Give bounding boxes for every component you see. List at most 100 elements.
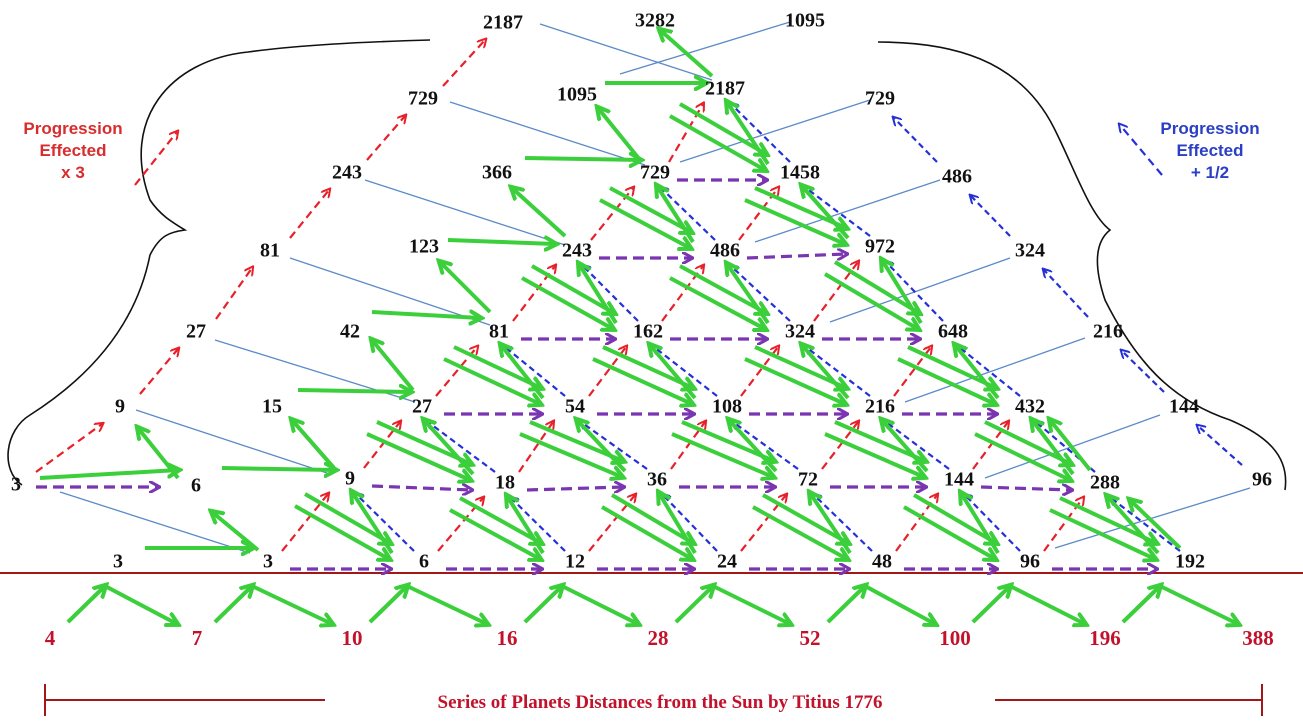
node-row1-5: 72 — [798, 469, 818, 491]
green-flat-arrow-r1-4 — [974, 432, 1070, 480]
blue-arrow-r2-2 — [806, 347, 871, 397]
node-row3-3: 162 — [633, 321, 663, 343]
bottom-number-4: 28 — [648, 626, 669, 650]
thin-connector-13 — [1054, 487, 1251, 549]
entry-green-arrow-3 — [371, 312, 480, 318]
up-green-arrow-7 — [1130, 500, 1182, 550]
node-row2-4: 108 — [712, 396, 742, 418]
node-row0-7: 192 — [1175, 551, 1205, 573]
entry-green-arrow-5 — [524, 158, 640, 160]
red-arrow-r1-1 — [518, 422, 553, 473]
up-green-arrow-5 — [598, 108, 642, 162]
up-green-arrow-4 — [512, 188, 567, 238]
bottom-number-6: 100 — [939, 626, 971, 650]
left-edge-red-arrow-2 — [215, 268, 252, 320]
blue-arrow-r1-2 — [733, 422, 799, 470]
bottom-zigzag-head-5 — [826, 586, 865, 624]
thin-connector-7 — [619, 21, 791, 75]
blue-arrow-r2-3 — [959, 347, 1021, 397]
node-row6-0: 729 — [408, 88, 438, 110]
thin-connector-11 — [904, 337, 1086, 403]
green-down-arrow-r4-0 — [609, 186, 691, 232]
legend-left-line3: x 3 — [61, 163, 85, 182]
green-flat-arrow-r0-4 — [903, 505, 995, 559]
green-flat-arrow-r2-2 — [744, 357, 845, 404]
node-row2-7: 144 — [1169, 396, 1199, 418]
green-flat-arrow-r0-2 — [600, 505, 692, 559]
node-row1-1: 6 — [191, 475, 201, 497]
green-flat-arrow-r5-0 — [669, 114, 765, 170]
blue-arrow-r1-1 — [581, 422, 648, 470]
blue-arrow-r3-0 — [583, 266, 639, 322]
left-edge-red-arrow-5 — [442, 40, 485, 87]
blue-arrow-r0-4 — [965, 495, 1021, 552]
right-edge-blue-arrow-2 — [1044, 270, 1089, 318]
up-green-arrow-2 — [372, 340, 415, 392]
blue-arrow-r2-0 — [505, 347, 566, 397]
dashed-arrows — [35, 40, 1243, 569]
green-down-arrow-r2-0 — [453, 345, 541, 388]
bottom-number-3: 16 — [497, 626, 518, 650]
purple-arrow-r4-1 — [746, 254, 846, 258]
node-row1-0: 3 — [11, 474, 21, 496]
right-edge-blue-arrow-4 — [894, 118, 938, 163]
green-down-arrow-r3-2 — [833, 260, 919, 313]
purple-arrow-r1-0 — [371, 486, 471, 490]
red-arrow-r2-2 — [740, 347, 778, 397]
node-row2-3: 54 — [565, 396, 585, 418]
green-flat-arrow-r1-3 — [824, 432, 924, 477]
node-row5-3: 1458 — [780, 162, 820, 184]
left-edge-red-arrow-4 — [366, 116, 405, 161]
left-edge-red-arrow-3 — [289, 190, 329, 239]
node-row1-6: 144 — [944, 469, 974, 491]
blue-arrow-r5-0 — [731, 104, 791, 163]
green-flat-arrow-r2-0 — [443, 357, 540, 404]
red-arrow-r2-1 — [588, 347, 626, 397]
red-arrow-r1-3 — [821, 422, 858, 470]
node-row1-4: 36 — [647, 469, 667, 491]
right-edge-blue-arrow-3 — [971, 196, 1011, 237]
node-row6-2: 2187 — [705, 78, 745, 100]
red-arrow-r1-2 — [670, 422, 705, 470]
green-down-arrow-r0-3 — [762, 493, 848, 543]
node-row1-2: 9 — [345, 468, 355, 490]
node-row5-1: 366 — [482, 162, 512, 184]
green-down-arrow-r1-0 — [376, 420, 471, 464]
left-edge-green-up — [138, 428, 180, 480]
blue-arrow-r1-3 — [886, 422, 950, 470]
node-row7-0: 2187 — [483, 12, 523, 34]
up-green-arrow-1 — [292, 420, 336, 470]
blue-arrow-r2-1 — [654, 347, 718, 397]
green-flat-arrow-r3-1 — [669, 276, 765, 329]
green-down-arrow-r1-4 — [984, 420, 1071, 464]
green-down-arrow-r2-3 — [907, 345, 996, 388]
up-green-arrow-6 — [660, 30, 714, 78]
green-flat-arrow-r0-1 — [449, 508, 540, 559]
green-flat-arrow-r4-0 — [599, 198, 690, 248]
thin-connector-10 — [829, 257, 1011, 323]
legend-right: Progression Effected + 1/2 — [1140, 118, 1280, 184]
node-row3-0: 27 — [186, 321, 206, 343]
bottom-number-8: 388 — [1242, 626, 1274, 650]
legend-right-line1: Progression — [1160, 119, 1260, 138]
bottom-number-2: 10 — [342, 626, 363, 650]
legend-blue-arrow — [1120, 125, 1163, 176]
green-flat-arrow-r0-0 — [294, 504, 389, 559]
legend-left: Progression Effected x 3 — [8, 118, 138, 184]
node-row0-6: 96 — [1020, 551, 1040, 573]
thin-connector-5 — [449, 101, 646, 166]
node-row0-4: 24 — [717, 551, 737, 573]
legend-left-line2: Effected — [39, 141, 107, 160]
thin-connector-8 — [679, 99, 871, 163]
node-row5-2: 729 — [640, 162, 670, 184]
node-row2-6: 432 — [1015, 396, 1045, 418]
node-row6-3: 729 — [865, 88, 895, 110]
blue-arrow-r1-0 — [428, 422, 496, 473]
up-green-arrow-8 — [1050, 420, 1092, 472]
red-arrow-r2-3 — [893, 347, 931, 397]
bottom-zigzag-head-7 — [1121, 586, 1160, 624]
node-row0-3: 12 — [565, 551, 585, 573]
thin-connector-4 — [364, 179, 566, 246]
legend-right-line3: + 1/2 — [1190, 163, 1230, 182]
